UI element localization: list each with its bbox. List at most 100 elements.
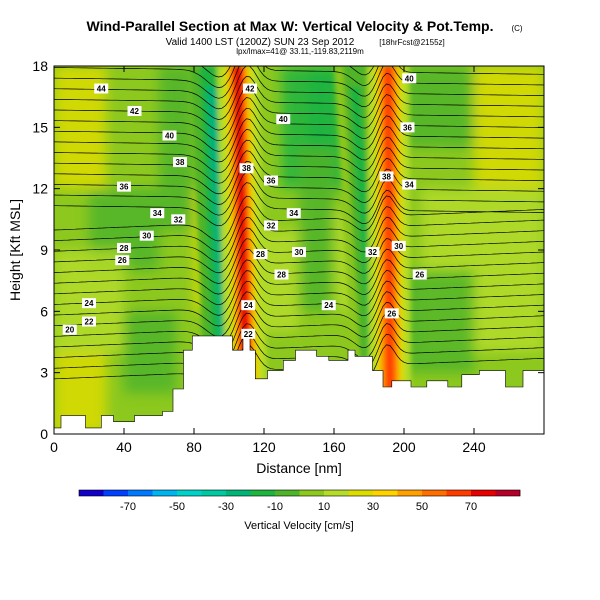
- contour-label-text: 38: [242, 164, 251, 173]
- contour-label: 32: [171, 214, 186, 225]
- contour-label-text: 40: [279, 115, 288, 124]
- contour-label: 32: [365, 247, 380, 258]
- contour-label-bg: [264, 220, 278, 231]
- contour-label: 22: [241, 328, 256, 339]
- x-tick-label: 0: [50, 439, 58, 455]
- theta-contour-line: [54, 291, 544, 338]
- y-axis-label: Height [Kft MSL]: [7, 199, 23, 301]
- contour-label-bg: [384, 308, 399, 319]
- theta-contour-line: [54, 66, 544, 110]
- contour-label-text: 38: [382, 172, 391, 181]
- contour-label-bg: [162, 130, 177, 141]
- colorbar-segment: [373, 490, 398, 496]
- colorbar-frame: [78, 489, 521, 497]
- x-axis-label: Distance [nm]: [256, 460, 342, 476]
- colorbar-segment: [201, 490, 227, 496]
- field-patch: [124, 311, 177, 394]
- theta-contour-line: [54, 66, 544, 88]
- contour-label: 24: [321, 300, 336, 311]
- theta-contour-line: [54, 216, 544, 263]
- contour-label-bg: [82, 316, 96, 327]
- contour-label: 20: [62, 324, 77, 335]
- colorbar-tick-label: 10: [318, 501, 330, 513]
- contour-label-text: 32: [368, 248, 377, 257]
- y-tick-label: 3: [40, 365, 48, 381]
- theta-contour-line: [54, 107, 544, 152]
- contour-label-bg: [379, 171, 394, 182]
- contour-label-bg: [62, 324, 77, 335]
- x-tick-label: 240: [462, 439, 486, 455]
- x-tick-label: 120: [252, 439, 276, 455]
- contour-label: 32: [264, 220, 278, 231]
- colorbar-tick-label: -70: [120, 501, 136, 513]
- contour-label-text: 36: [403, 123, 412, 132]
- theta-contour-line: [54, 195, 544, 242]
- contour-label: 44: [94, 83, 109, 94]
- contour-label-text: 24: [244, 301, 253, 310]
- contour-label-text: 36: [267, 176, 276, 185]
- contour-label-bg: [292, 247, 306, 258]
- contour-label-bg: [171, 214, 186, 225]
- contour-label-text: 22: [85, 318, 94, 327]
- contour-label-bg: [400, 122, 415, 133]
- theta-contour-line: [54, 312, 544, 359]
- colorbar-segment: [324, 490, 349, 496]
- theta-contour-line: [54, 270, 544, 316]
- contour-label-bg: [365, 247, 380, 258]
- contour-label-bg: [173, 157, 187, 168]
- y-tick-label: 15: [32, 119, 48, 135]
- contour-label-bg: [391, 240, 406, 251]
- theta-contour-line: [54, 323, 544, 369]
- contour-label-text: 32: [174, 215, 183, 224]
- contour-label-text: 26: [415, 271, 424, 280]
- contour-label: 36: [117, 181, 131, 192]
- contour-label: 36: [400, 122, 415, 133]
- contour-label: 28: [274, 269, 289, 280]
- contour-label-text: 30: [142, 232, 151, 241]
- colorbar-segment: [348, 490, 374, 496]
- contour-label-bg: [321, 300, 336, 311]
- colorbar-segment: [103, 490, 129, 496]
- y-tick-label: 6: [40, 303, 48, 319]
- contour-label-text: 38: [176, 158, 185, 167]
- contour-label-text: 22: [244, 330, 253, 339]
- colorbar-segment: [128, 490, 153, 496]
- contour-label-text: 30: [394, 242, 403, 251]
- y-tick-label: 0: [40, 426, 48, 442]
- contour-label-bg: [412, 269, 427, 280]
- updraft-band: [234, 66, 250, 394]
- potential-temperature-contours: [54, 66, 544, 391]
- colorbar-label: Vertical Velocity [cm/s]: [244, 520, 353, 532]
- contour-label-text: 26: [118, 256, 127, 265]
- contour-label-bg: [117, 242, 131, 253]
- theta-contour-line: [54, 150, 544, 195]
- colorbar-segment: [152, 490, 178, 496]
- colorbar-tick-label: -30: [218, 501, 234, 513]
- colorbar-segment: [79, 490, 104, 496]
- contour-label: 38: [379, 171, 394, 182]
- contour-label-bg: [139, 230, 154, 241]
- y-tick-label: 18: [32, 58, 48, 74]
- contour-label-text: 40: [405, 74, 414, 83]
- theta-contour-line: [54, 301, 544, 348]
- colorbar-segment: [250, 490, 276, 496]
- field-patch: [404, 270, 474, 373]
- contour-label: 40: [402, 73, 417, 84]
- contour-label-bg: [94, 83, 109, 94]
- contour-label: 30: [292, 247, 306, 258]
- theta-contour-line: [54, 66, 544, 99]
- x-tick-label: 40: [116, 439, 132, 455]
- plot-area: 20 22 22 24 24 24 26 26 26 28 28 28 30 30 30 32 32 32 34 34…: [54, 66, 544, 434]
- contour-label-bg: [402, 73, 417, 84]
- colorbar-segment: [299, 490, 325, 496]
- copyright-mark: (C): [511, 24, 522, 33]
- contour-label-text: 28: [120, 244, 129, 253]
- field-patch: [307, 66, 334, 148]
- x-tick-label: 80: [186, 439, 202, 455]
- colorbar-segment: [397, 490, 423, 496]
- colorbar-tick-label: -10: [267, 501, 283, 513]
- colorbar-tick-label: 30: [367, 501, 379, 513]
- valid-time: Valid 1400 LST (1200Z) SUN 23 Sep 2012: [166, 37, 355, 48]
- contour-label-bg: [115, 255, 130, 266]
- colorbar-tick-label: -50: [169, 501, 185, 513]
